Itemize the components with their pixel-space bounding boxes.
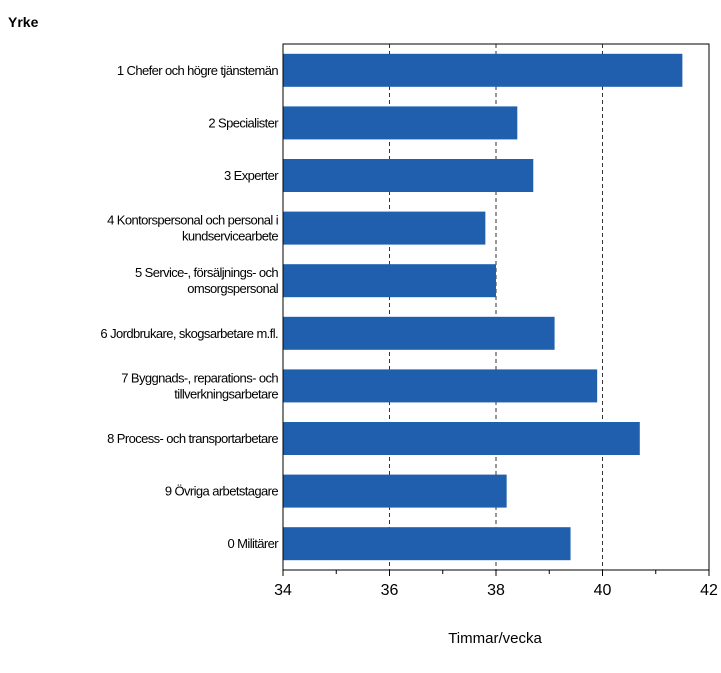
x-tick-label-1: 36 (381, 582, 399, 599)
category-label-line: 0 Militärer (228, 536, 280, 551)
category-axis-title: Yrke (8, 14, 39, 30)
category-label-3: 3 Experter (224, 168, 279, 183)
bar-7 (283, 369, 598, 403)
bar-6 (283, 316, 555, 350)
category-labels: 1 Chefer och högre tjänstemän 2 Specialis… (100, 63, 279, 551)
category-label-line: omsorgspersonal (187, 281, 278, 296)
category-label-10: 0 Militärer (228, 536, 280, 551)
bar-2 (283, 106, 518, 140)
category-label-8: 8 Process- och transportarbetare (107, 431, 278, 446)
category-label-line: 2 Specialister (208, 115, 279, 130)
category-label-7: 7 Byggnads-, reparations- och tillverknin… (121, 370, 278, 401)
x-axis-title: Timmar/vecka (448, 630, 542, 647)
category-label-9: 9 Övriga arbetstagare (165, 484, 279, 499)
x-tick-label-4: 42 (700, 582, 718, 599)
x-tick-label-0: 34 (274, 582, 292, 599)
category-label-1: 1 Chefer och högre tjänstemän (117, 63, 278, 78)
bar-3 (283, 159, 534, 192)
category-label-line: 9 Övriga arbetstagare (165, 484, 279, 499)
bar-5 (283, 264, 496, 298)
category-label-line: 5 Service-, försäljnings- och (135, 265, 278, 280)
bars (283, 53, 683, 561)
bar-9 (283, 474, 507, 508)
category-label-line: tillverkningsarbetare (174, 386, 278, 401)
category-label-line: kundservicearbete (182, 229, 278, 244)
x-tick-label-3: 40 (594, 582, 612, 599)
category-label-line: 7 Byggnads-, reparations- och (121, 370, 278, 385)
category-label-6: 6 Jordbrukare, skogsarbetare m.fl. (100, 326, 278, 341)
category-label-line: 1 Chefer och högre tjänstemän (117, 63, 278, 78)
category-label-line: 8 Process- och transportarbetare (107, 431, 278, 446)
category-label-line: 3 Experter (224, 168, 279, 183)
bar-8 (283, 422, 640, 455)
category-label-5: 5 Service-, försäljnings- och omsorgspers… (135, 265, 279, 296)
category-label-line: 6 Jordbrukare, skogsarbetare m.fl. (100, 326, 278, 341)
x-axis-ticks: 34 36 38 40 42 (274, 570, 718, 599)
category-label-2: 2 Specialister (208, 115, 279, 130)
x-tick-label-2: 38 (487, 582, 505, 599)
bar-1 (283, 53, 683, 87)
bar-10 (283, 527, 571, 561)
category-label-line: 4 Kontorspersonal och personal i (107, 213, 279, 228)
category-label-4: 4 Kontorspersonal och personal i kundserv… (107, 213, 279, 244)
bar-4 (283, 211, 486, 245)
